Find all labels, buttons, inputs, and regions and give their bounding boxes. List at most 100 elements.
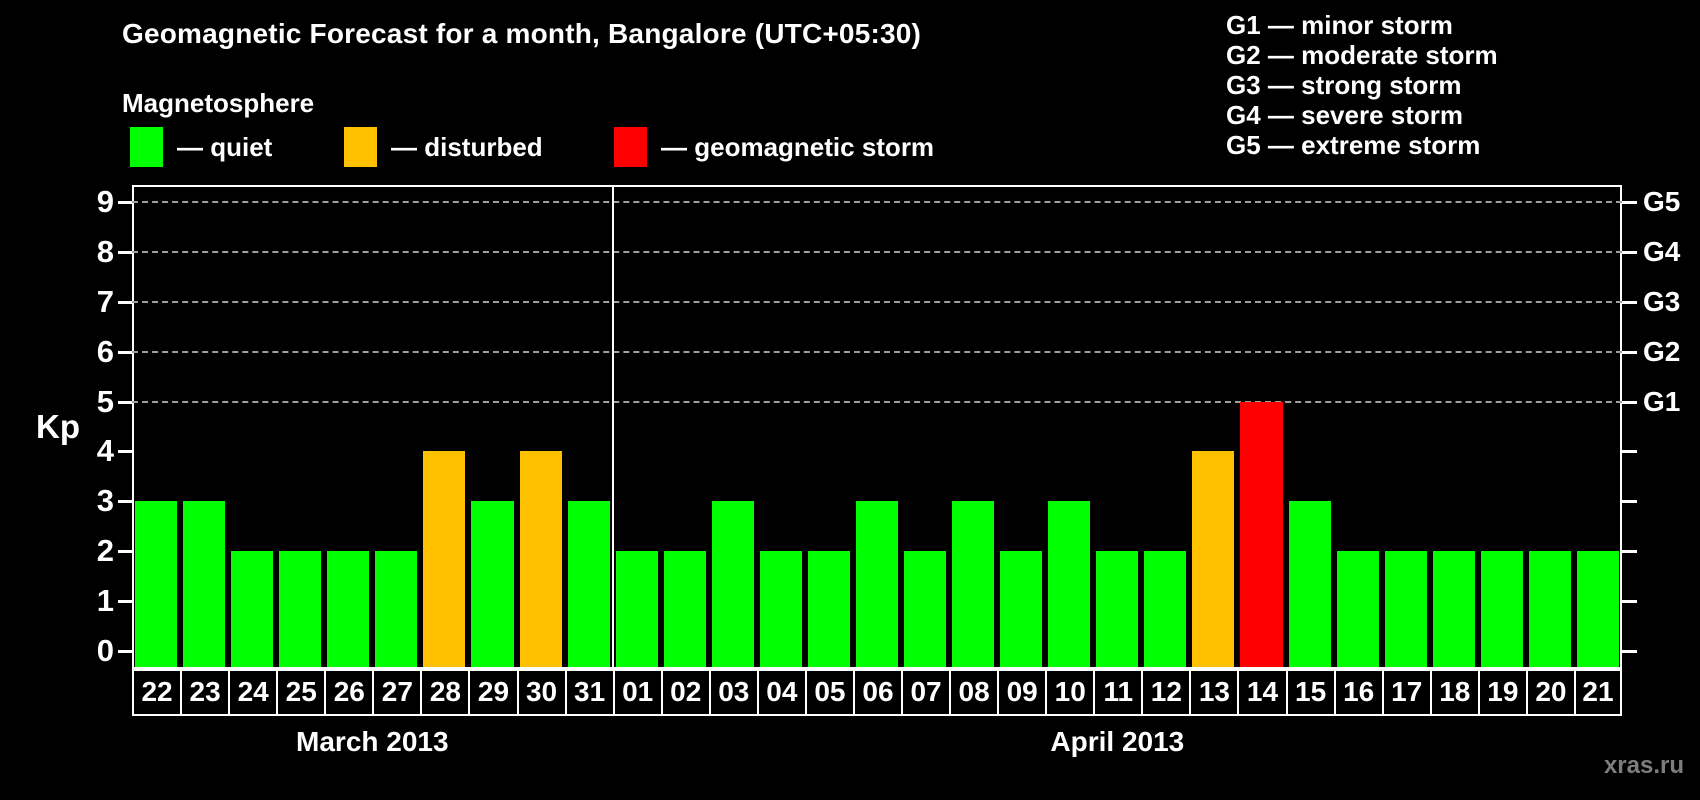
gridline-kp7: [132, 300, 1622, 303]
chart-title: Geomagnetic Forecast for a month, Bangal…: [122, 18, 922, 49]
day-label-06: 06: [852, 669, 904, 716]
left-tick-1: [118, 600, 132, 604]
g-scale-label-G2: G2: [1643, 335, 1681, 367]
kp-bar-day-23: [183, 501, 226, 667]
y-tick-label-2: 2: [96, 533, 114, 569]
gridline-kp5: [132, 400, 1622, 403]
kp-bar-day-11: [1096, 551, 1139, 667]
y-tick-label-5: 5: [96, 383, 114, 419]
day-label-30: 30: [516, 669, 567, 716]
day-label-11: 11: [1093, 669, 1144, 716]
right-tick-3: [1622, 500, 1637, 504]
day-label-27: 27: [372, 669, 423, 716]
right-tick-4: [1622, 450, 1637, 454]
day-label-07: 07: [901, 669, 952, 716]
right-tick-9: [1622, 200, 1637, 204]
magnetosphere-legend: — quiet — disturbed — geomagnetic storm: [0, 126, 1700, 170]
kp-bar-day-24: [231, 551, 274, 667]
gridline-kp8: [132, 250, 1622, 253]
left-tick-9: [118, 200, 132, 204]
kp-bar-day-21: [1576, 551, 1619, 667]
day-label-21: 21: [1573, 669, 1622, 716]
day-label-03: 03: [708, 669, 759, 716]
day-label-24: 24: [228, 669, 279, 716]
right-tick-7: [1622, 300, 1637, 304]
day-label-01: 01: [612, 669, 663, 716]
legend-item-storm: — geomagnetic storm: [614, 126, 934, 168]
left-tick-6: [118, 350, 132, 354]
right-tick-6: [1622, 350, 1637, 354]
kp-bar-day-31: [567, 501, 610, 667]
y-tick-label-6: 6: [96, 333, 114, 369]
day-label-12: 12: [1141, 669, 1192, 716]
g-scale-label-G3: G3: [1643, 285, 1681, 317]
y-tick-label-3: 3: [96, 483, 114, 519]
plot-area: [132, 185, 1622, 669]
left-tick-3: [118, 500, 132, 504]
kp-bar-day-28: [423, 451, 466, 667]
gridline-kp9: [132, 200, 1622, 203]
kp-bar-day-26: [327, 551, 370, 667]
month-label-0: March 2013: [296, 726, 449, 757]
left-tick-8: [118, 250, 132, 254]
kp-bar-day-30: [519, 451, 562, 667]
day-label-14: 14: [1237, 669, 1288, 716]
kp-bar-day-14: [1240, 401, 1283, 667]
kp-bar-day-03: [711, 501, 754, 667]
day-label-28: 28: [420, 669, 471, 716]
y-tick-label-4: 4: [96, 433, 114, 469]
right-tick-1: [1622, 600, 1637, 604]
left-tick-5: [118, 400, 132, 404]
right-tick-0: [1622, 650, 1637, 653]
y-tick-label-9: 9: [96, 183, 114, 219]
month-separator-0: [611, 187, 614, 667]
right-tick-5: [1622, 400, 1637, 404]
day-label-08: 08: [949, 669, 1000, 716]
left-tick-0: [118, 650, 132, 653]
quiet-color-swatch: [130, 127, 163, 167]
legend-label-quiet: — quiet: [177, 131, 273, 162]
y-axis-label: Kp: [36, 408, 80, 445]
storm-scale-legend: G1 — minor storm G2 — moderate storm G3 — …: [1226, 10, 1498, 160]
g-scale-label-G4: G4: [1643, 235, 1681, 267]
magnetosphere-heading: Magnetosphere: [122, 88, 315, 118]
day-label-13: 13: [1189, 669, 1240, 716]
disturbed-color-swatch: [344, 127, 377, 167]
kp-bar-day-05: [807, 551, 850, 667]
left-tick-2: [118, 550, 132, 554]
right-tick-2: [1622, 550, 1637, 554]
kp-bar-day-02: [663, 551, 706, 667]
kp-bar-day-16: [1336, 551, 1379, 667]
day-label-25: 25: [276, 669, 327, 716]
storm-scale-item-2: G2 — moderate storm: [1226, 40, 1498, 70]
legend-item-disturbed: — disturbed: [344, 126, 543, 168]
watermark: xras.ru: [1603, 752, 1684, 779]
day-label-16: 16: [1333, 669, 1384, 716]
day-label-20: 20: [1525, 669, 1576, 716]
storm-scale-item-3: G3 — strong storm: [1226, 70, 1462, 100]
kp-bar-day-29: [471, 501, 514, 667]
kp-bar-day-04: [759, 551, 802, 667]
kp-bar-day-22: [135, 501, 178, 667]
kp-bar-day-25: [279, 551, 322, 667]
y-tick-label-0: 0: [96, 633, 114, 668]
kp-bar-day-20: [1528, 551, 1571, 667]
day-label-09: 09: [997, 669, 1048, 716]
g-scale-label-G5: G5: [1643, 185, 1681, 217]
y-tick-label-7: 7: [96, 283, 114, 319]
left-tick-4: [118, 450, 132, 454]
legend-label-storm: — geomagnetic storm: [661, 131, 935, 162]
day-label-31: 31: [564, 669, 615, 716]
gridline-kp6: [132, 350, 1622, 353]
day-label-02: 02: [660, 669, 711, 716]
right-tick-8: [1622, 250, 1637, 254]
kp-bar-day-09: [1000, 551, 1043, 667]
kp-bar-day-08: [952, 501, 995, 667]
day-label-10: 10: [1045, 669, 1096, 716]
storm-scale-item-5: G5 — extreme storm: [1226, 130, 1481, 160]
day-label-29: 29: [468, 669, 519, 716]
kp-bar-day-15: [1288, 501, 1331, 667]
kp-bar-day-07: [904, 551, 947, 667]
day-label-04: 04: [756, 669, 807, 716]
day-label-23: 23: [180, 669, 231, 716]
